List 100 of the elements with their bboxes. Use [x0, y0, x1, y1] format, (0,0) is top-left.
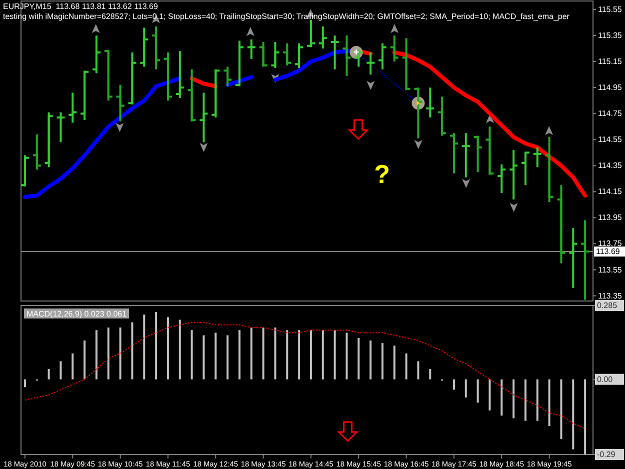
- candlestick: [162, 51, 173, 102]
- bar: [488, 379, 491, 410]
- candlestick: [20, 154, 30, 188]
- bar: [405, 353, 408, 380]
- y-tick-label: 113.95: [598, 213, 622, 222]
- y-tick-label: 113.35: [598, 291, 622, 300]
- candlestick: [198, 92, 209, 144]
- bar: [358, 338, 360, 380]
- candlestick: [294, 42, 304, 70]
- bar: [238, 330, 240, 380]
- candlestick: [56, 111, 66, 144]
- y-tick-label: 114.75: [598, 109, 622, 118]
- candlestick: [389, 34, 400, 63]
- bar: [429, 368, 432, 380]
- bar: [286, 330, 288, 380]
- y-tick-label: 114.55: [598, 135, 622, 144]
- candlestick: [186, 68, 197, 122]
- bar: [190, 330, 193, 380]
- y-tick-label: 113.75: [598, 239, 622, 248]
- candlestick: [484, 126, 495, 176]
- bar: [202, 335, 205, 380]
- bar: [84, 340, 86, 380]
- y-tick-label: 0.00: [597, 374, 614, 384]
- candlestick: [580, 219, 590, 301]
- y-tick-label: 113.55: [598, 265, 622, 274]
- candlestick: [366, 51, 376, 76]
- bar: [214, 332, 217, 380]
- bar: [155, 312, 158, 380]
- bar: [560, 379, 562, 439]
- candlestick: [568, 227, 578, 289]
- bar: [500, 379, 503, 416]
- candlestick: [448, 132, 459, 174]
- candlestick: [270, 41, 280, 70]
- bar: [548, 379, 550, 426]
- bar: [166, 317, 169, 380]
- candlestick: [174, 50, 185, 99]
- candlestick: [413, 86, 424, 140]
- candlestick: [330, 34, 340, 70]
- y-tick-label: 0.285: [597, 301, 618, 310]
- bar: [143, 314, 146, 380]
- bar: [417, 361, 420, 380]
- ref-line-label: 113.69: [596, 247, 620, 256]
- bar: [48, 368, 50, 380]
- bar: [72, 353, 74, 380]
- bar: [512, 379, 515, 418]
- candlestick: [318, 25, 328, 50]
- bar: [119, 328, 122, 380]
- bar: [178, 320, 181, 380]
- bar: [298, 330, 300, 380]
- bar: [464, 379, 467, 398]
- candlestick: [532, 146, 542, 168]
- bar: [107, 328, 110, 380]
- candlestick: [222, 66, 233, 88]
- bar: [584, 379, 586, 454]
- candlestick: [115, 84, 126, 122]
- candlestick: [437, 96, 448, 137]
- bar: [60, 361, 62, 380]
- bar: [250, 328, 252, 380]
- bar: [226, 335, 229, 380]
- candlestick: [520, 152, 530, 186]
- candlestick: [556, 184, 566, 264]
- bar: [370, 340, 372, 380]
- candlestick: [44, 111, 54, 168]
- candlestick: [103, 48, 114, 102]
- bar: [524, 379, 526, 421]
- candlestick: [425, 86, 436, 118]
- candlestick: [210, 68, 221, 118]
- bar: [393, 346, 396, 380]
- annotation: ?: [374, 159, 390, 189]
- y-tick-label: 114.95: [598, 83, 622, 92]
- text: testing with iMagicNumber=628527; Lots=0.1; StopLoss=40; TrailingStopStart=30; TrailingStopWidth=20; GMTOffset=2; SMA_Period=10; MACD_fast_ema_per: [3, 12, 570, 21]
- bar: [476, 379, 479, 403]
- candlestick: [68, 92, 78, 124]
- candlestick: [151, 25, 162, 70]
- bar: [334, 330, 336, 380]
- bar: [95, 330, 98, 380]
- candlestick: [258, 41, 268, 68]
- candlestick: [246, 38, 256, 60]
- candlestick: [354, 48, 364, 68]
- line-series: [24, 322, 586, 430]
- y-tick-label: 115.15: [598, 57, 622, 66]
- candlestick: [472, 134, 483, 174]
- chart-title: EURJPY,M15 113.68 113.81 113.62 113.69: [3, 2, 158, 11]
- candlestick: [282, 42, 292, 66]
- bar: [262, 328, 264, 380]
- candlestick: [496, 163, 507, 194]
- candlestick: [127, 51, 138, 106]
- bar: [24, 379, 26, 388]
- candlestick: [342, 34, 352, 77]
- candlestick: [32, 133, 42, 171]
- candlestick: [377, 42, 388, 70]
- bar: [346, 332, 348, 380]
- bar: [381, 343, 384, 380]
- bar: [536, 379, 538, 421]
- y-tick-label: 115.35: [598, 30, 622, 40]
- candlestick: [139, 26, 150, 68]
- candlestick: [80, 70, 90, 122]
- bar: [452, 379, 455, 390]
- bar: [322, 330, 324, 380]
- y-tick-label: 114.15: [598, 187, 622, 196]
